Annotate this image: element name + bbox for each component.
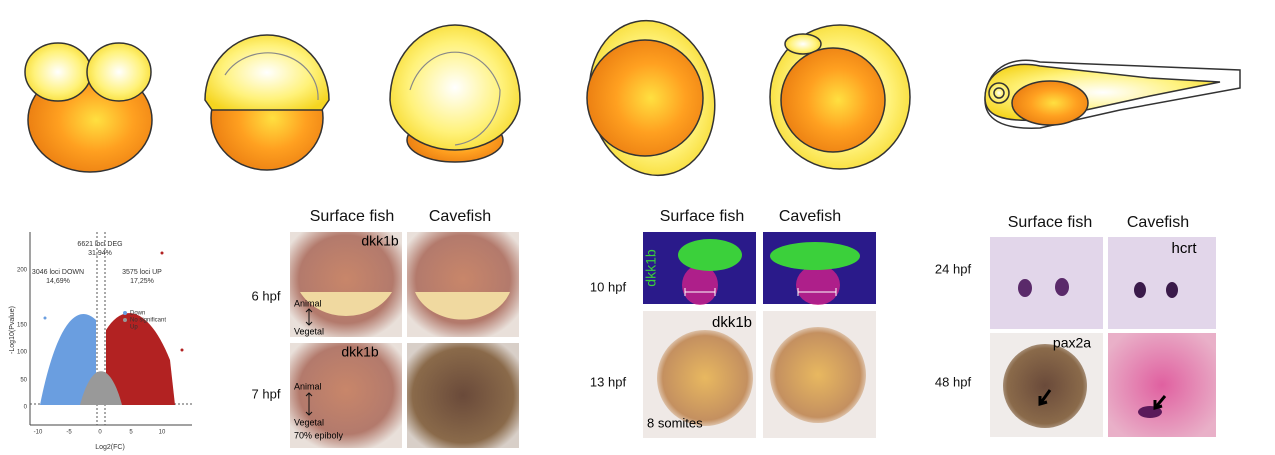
x-tick-label: -5 bbox=[66, 430, 72, 436]
photo-detail bbox=[415, 292, 510, 320]
column-header: Surface fish bbox=[1008, 214, 1092, 231]
stage-note: 70% epiboly bbox=[294, 430, 344, 440]
y-tick-label: 0 bbox=[24, 405, 28, 411]
gene-label: hcrt bbox=[1171, 240, 1197, 257]
stage-note: 8 somites bbox=[647, 415, 703, 430]
volcano-plot: 6621 loci DEG 31,94% 3046 loci DOWN 14,6… bbox=[9, 232, 192, 451]
legend-swatch bbox=[123, 311, 127, 315]
photo-detail bbox=[682, 265, 718, 305]
x-tick-label: -10 bbox=[34, 430, 43, 436]
row-label: 6 hpf bbox=[252, 288, 281, 303]
photo bbox=[1108, 237, 1216, 329]
annotation: 17,25% bbox=[130, 278, 154, 285]
x-tick-label: 5 bbox=[129, 430, 133, 436]
annotation: 31,94% bbox=[88, 250, 112, 257]
legend-label: Up bbox=[130, 325, 138, 331]
x-axis-label: Log2(FC) bbox=[95, 444, 125, 451]
photo-detail bbox=[1055, 278, 1069, 296]
photo-detail bbox=[1134, 282, 1146, 298]
photo-detail bbox=[1003, 344, 1087, 428]
gene-label: dkk1b bbox=[341, 344, 379, 360]
y-tick-label: 200 bbox=[17, 268, 28, 274]
legend-label: No significant bbox=[130, 318, 166, 324]
annotation: 14,69% bbox=[46, 278, 70, 285]
gene-label: pax2a bbox=[1053, 335, 1091, 351]
panel-c: Surface fish Cavefish 24 hpf 48 hpf hcrt… bbox=[935, 214, 1216, 437]
down-cloud bbox=[40, 313, 96, 405]
photo bbox=[990, 237, 1103, 329]
annotation: 6621 loci DEG bbox=[77, 241, 122, 248]
y-tick-label: 50 bbox=[20, 378, 27, 384]
photo bbox=[407, 343, 519, 448]
ns-cloud bbox=[80, 371, 122, 405]
legend-swatch bbox=[123, 318, 127, 322]
axis-label: Animal bbox=[294, 381, 322, 391]
panel-b: Surface fish Cavefish 10 hpf 13 hpf dkk1… bbox=[590, 208, 876, 438]
column-header: Cavefish bbox=[1127, 214, 1189, 231]
column-header: Surface fish bbox=[310, 208, 394, 225]
panel-a: Surface fish Cavefish 6 hpf 7 hpf dkk1b … bbox=[252, 208, 519, 448]
photo-detail bbox=[770, 242, 860, 270]
photo-detail bbox=[300, 292, 392, 317]
axis-label: Vegetal bbox=[294, 417, 324, 427]
annotation: 3575 loci UP bbox=[122, 269, 162, 276]
annotation: 3046 loci DOWN bbox=[32, 269, 84, 276]
row-label: 24 hpf bbox=[935, 261, 972, 276]
point bbox=[180, 348, 184, 352]
row-label: 7 hpf bbox=[252, 386, 281, 401]
photo-detail bbox=[1018, 279, 1032, 297]
axis-label: Animal bbox=[294, 298, 322, 308]
axis-label: Vegetal bbox=[294, 326, 324, 336]
y-tick-label: 150 bbox=[17, 323, 28, 329]
x-tick-label: 0 bbox=[98, 430, 102, 436]
point bbox=[43, 316, 47, 320]
legend-swatch bbox=[123, 325, 127, 329]
y-axis-label: -Log10(Pvalue) bbox=[9, 306, 16, 354]
arrow bbox=[305, 392, 313, 416]
arrow bbox=[1153, 395, 1167, 410]
row-label: 13 hpf bbox=[590, 374, 627, 389]
embryo-drawings bbox=[24, 19, 1241, 177]
gene-label: dkk1b bbox=[361, 233, 399, 249]
photo bbox=[407, 232, 519, 337]
column-header: Cavefish bbox=[779, 208, 841, 225]
column-header: Cavefish bbox=[429, 208, 491, 225]
arrow bbox=[305, 308, 313, 326]
photo bbox=[1108, 333, 1216, 437]
scale-bar bbox=[684, 288, 837, 296]
photo-detail bbox=[796, 265, 840, 305]
arrow bbox=[1038, 389, 1052, 406]
gene-label: dkk1b bbox=[712, 314, 752, 331]
x-tick-label: 10 bbox=[159, 430, 166, 436]
legend-label: Down bbox=[130, 311, 145, 317]
y-tick-label: 100 bbox=[17, 350, 28, 356]
photo-detail bbox=[657, 330, 753, 426]
row-label: 48 hpf bbox=[935, 374, 972, 389]
gene-label: dkk1b bbox=[643, 249, 659, 287]
point bbox=[160, 251, 164, 255]
row-label: 10 hpf bbox=[590, 279, 627, 294]
up-cloud bbox=[106, 313, 175, 405]
photo-detail bbox=[770, 327, 866, 423]
photo-detail bbox=[678, 239, 742, 271]
column-header: Surface fish bbox=[660, 208, 744, 225]
photo-detail bbox=[1166, 282, 1178, 298]
